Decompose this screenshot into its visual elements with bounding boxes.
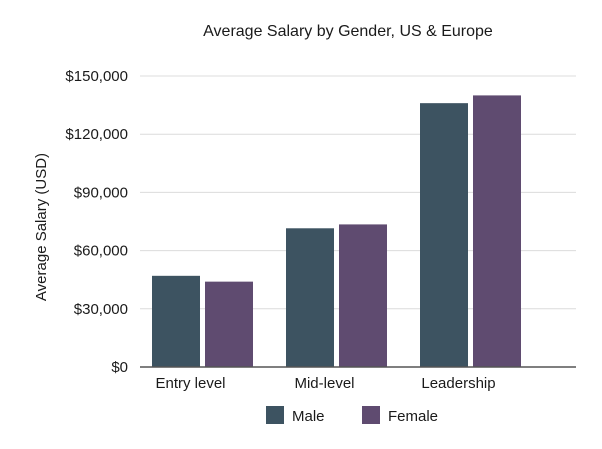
y-tick-label: $90,000 (74, 184, 128, 201)
legend-swatch-male (266, 406, 284, 424)
y-axis-label: Average Salary (USD) (33, 153, 50, 301)
legend: Male Female (266, 406, 438, 425)
bar-male-2 (286, 228, 334, 367)
legend-swatch-female (362, 406, 380, 424)
legend-label-female: Female (388, 408, 438, 425)
y-tick-label: $30,000 (74, 301, 128, 318)
y-tick-label: $150,000 (65, 68, 128, 85)
y-tick-label: $0 (111, 359, 128, 376)
y-axis-ticks: $0 $30,000 $60,000 $90,000 $120,000 $150,000 (65, 68, 128, 376)
bar-male-3 (420, 103, 468, 367)
x-tick-label: Leadership (421, 375, 495, 392)
bar-female-1 (205, 281, 253, 367)
bar-female-2 (339, 224, 387, 367)
x-axis-categories: Entry level Mid-level Leadership (155, 375, 495, 392)
bar-female-3 (473, 95, 521, 368)
bars (152, 95, 521, 368)
x-tick-label: Mid-level (294, 375, 354, 392)
y-tick-label: $120,000 (65, 126, 128, 143)
legend-label-male: Male (292, 408, 325, 425)
x-tick-label: Entry level (155, 375, 225, 392)
chart-title: Average Salary by Gender, US & Europe (203, 23, 493, 40)
y-tick-label: $60,000 (74, 243, 128, 260)
bar-male-1 (152, 275, 200, 367)
